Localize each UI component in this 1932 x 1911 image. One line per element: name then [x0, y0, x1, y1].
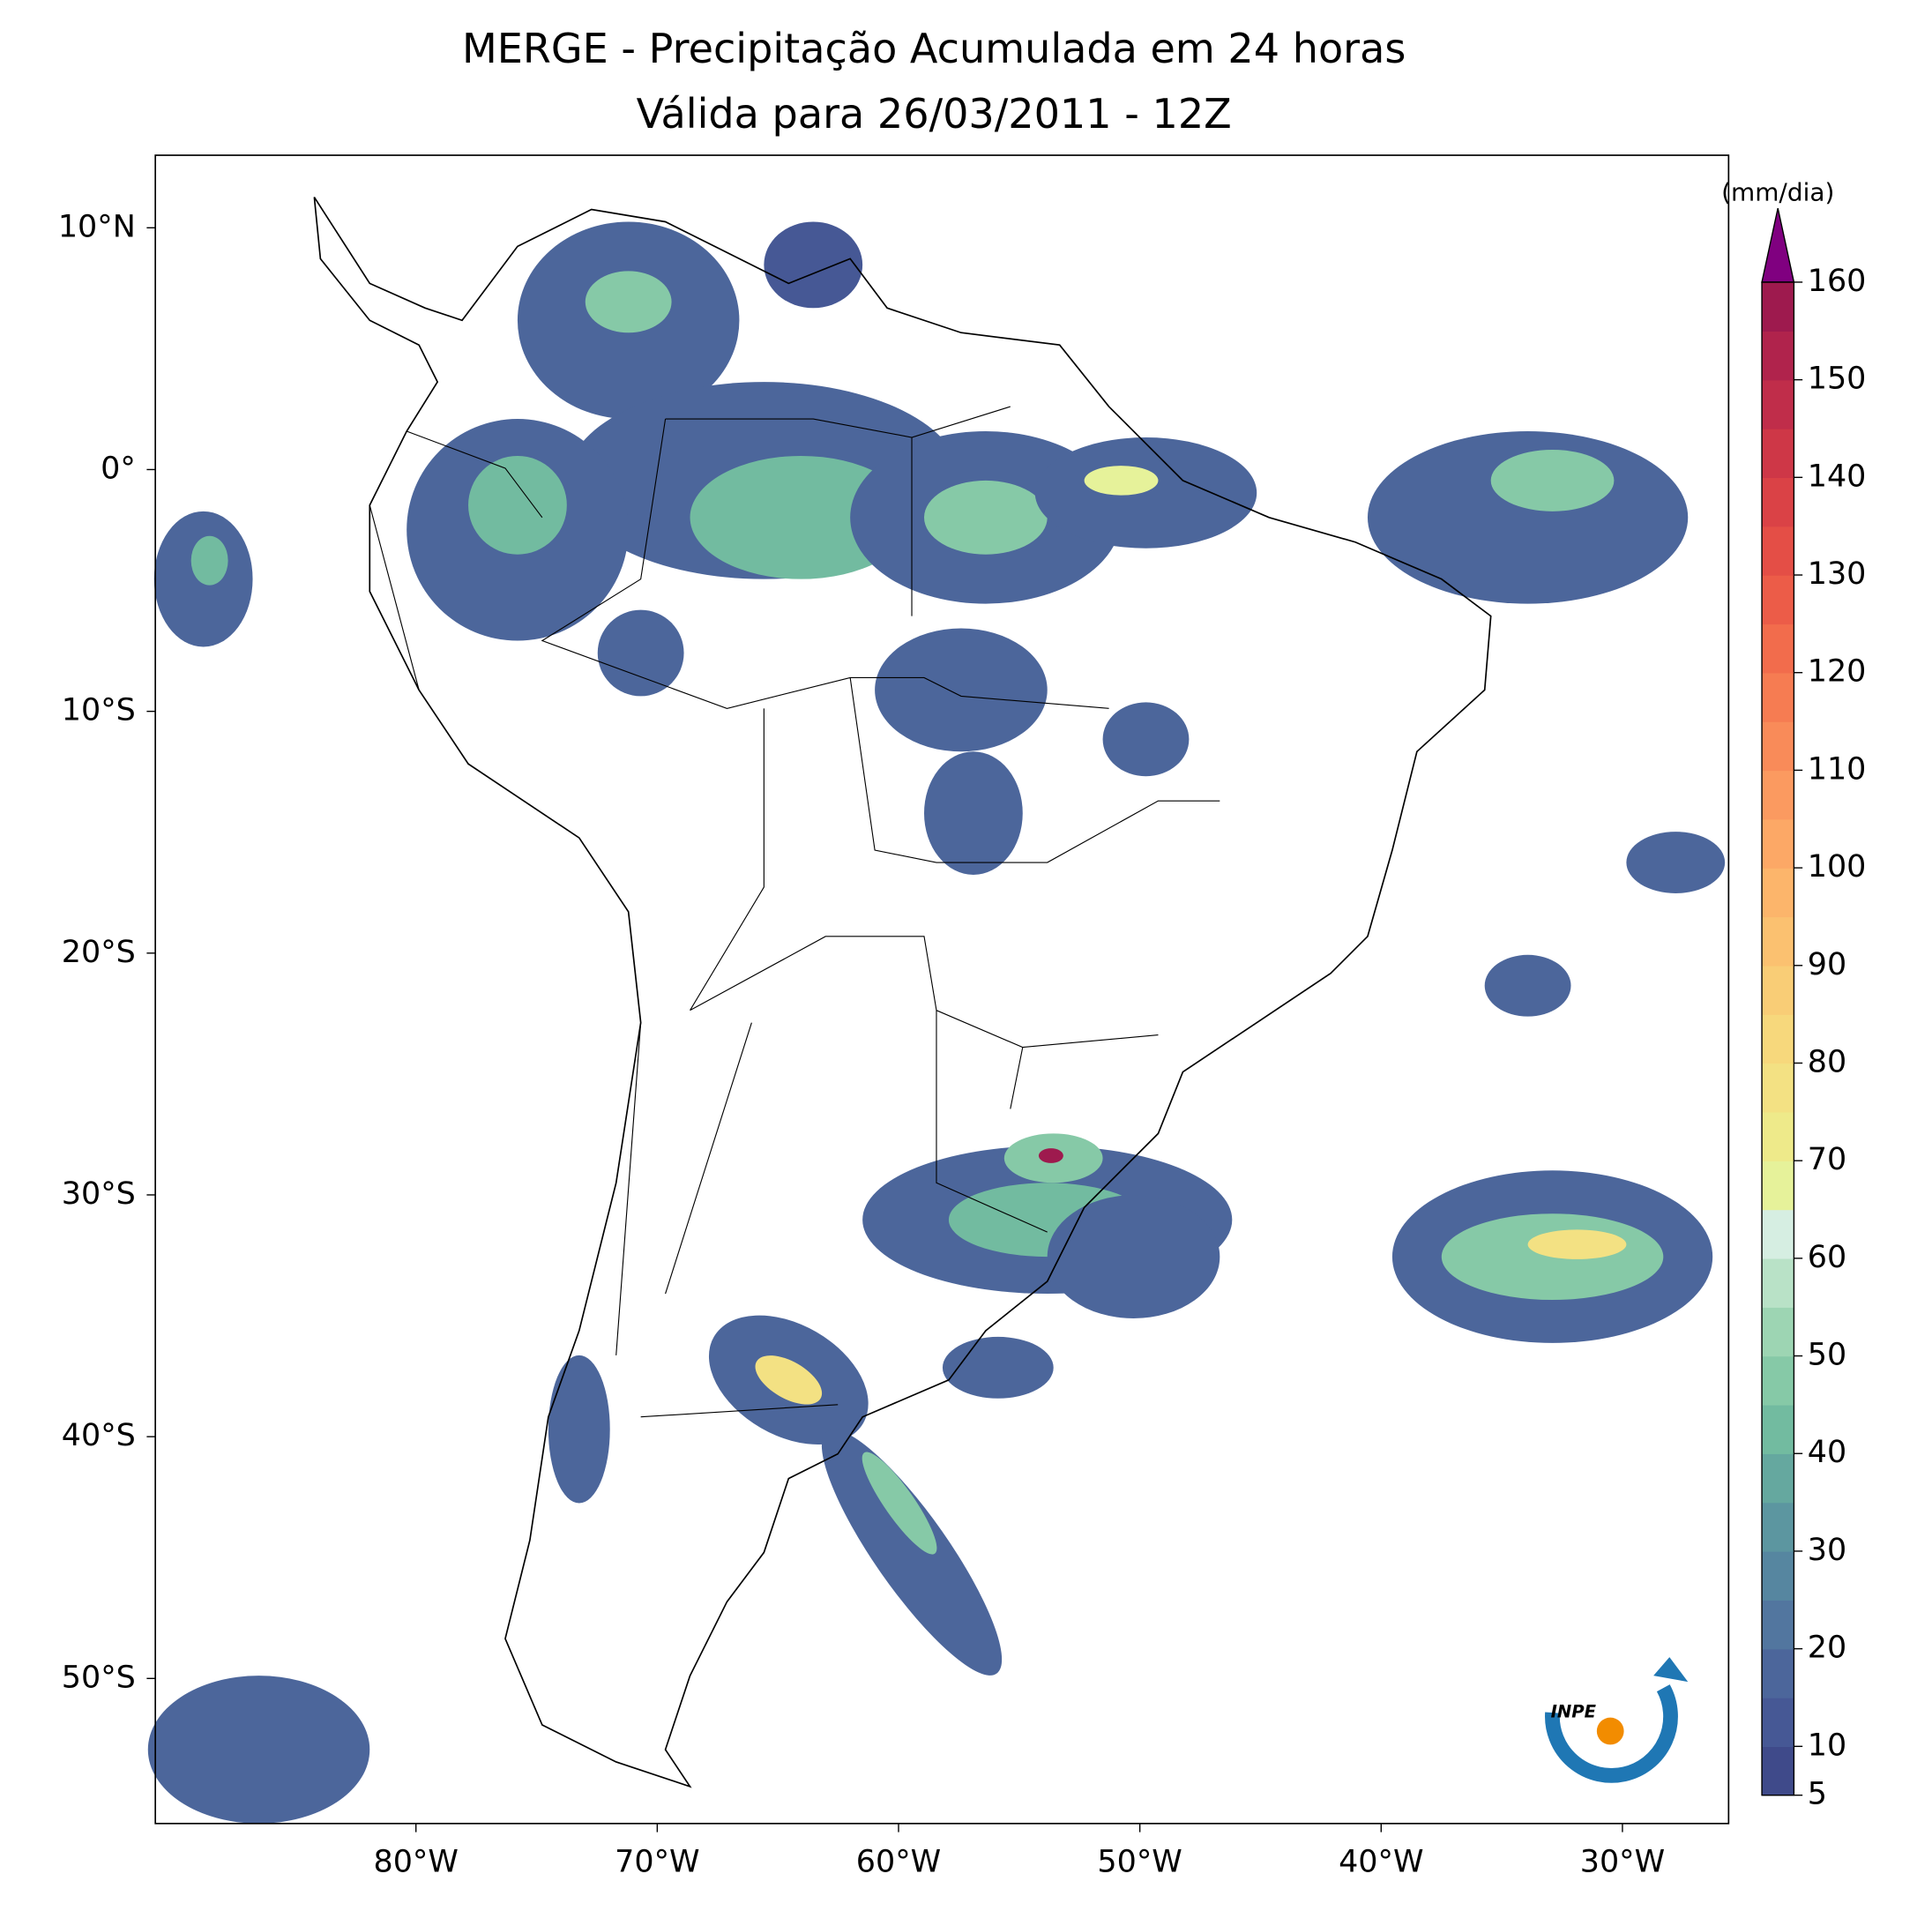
colorbar-tick-label: 80 — [1808, 1044, 1846, 1079]
y-tick-label: 40°S — [62, 1418, 136, 1453]
colorbar-band — [1762, 1648, 1794, 1698]
colorbar-band — [1762, 1161, 1794, 1211]
title-line: MERGE - Precipitação Acumulada em 24 hor… — [462, 25, 1406, 72]
colorbar-band — [1762, 721, 1794, 772]
colorbar-band — [1762, 1307, 1794, 1357]
inpe-logo: INPE — [1545, 1657, 1689, 1783]
colorbar-tick-label: 160 — [1808, 264, 1867, 299]
colorbar-band — [1762, 818, 1794, 869]
colorbar-tick-label: 150 — [1808, 362, 1867, 397]
colorbar-band — [1762, 477, 1794, 527]
colorbar-tick-label: 100 — [1808, 849, 1867, 885]
colorbar-band — [1762, 672, 1794, 722]
logo-arc — [1545, 1684, 1678, 1783]
y-tick-label: 30°S — [62, 1176, 136, 1212]
colorbar-band — [1762, 1600, 1794, 1650]
colorbar-band — [1762, 526, 1794, 576]
logo-dot — [1596, 1717, 1624, 1745]
colorbar-band — [1762, 1404, 1794, 1454]
y-tick-label: 50°S — [62, 1660, 136, 1695]
colorbar-band — [1762, 1063, 1794, 1113]
colorbar-tick-label: 20 — [1808, 1631, 1846, 1666]
colorbar-band — [1762, 575, 1794, 625]
colorbar-band — [1762, 1550, 1794, 1601]
colorbar-unit: (mm/dia) — [1721, 177, 1834, 206]
colorbar-band — [1762, 1209, 1794, 1259]
colorbar-tick-label: 70 — [1808, 1142, 1846, 1177]
title-line: Válida para 26/03/2011 - 12Z — [637, 90, 1232, 138]
map-frame — [154, 154, 1730, 1825]
colorbar-band — [1762, 1697, 1794, 1748]
colorbar-band — [1762, 965, 1794, 1015]
x-tick-label: 70°W — [615, 1845, 699, 1880]
colorbar-band — [1762, 281, 1794, 332]
colorbar-tick-label: 40 — [1808, 1435, 1846, 1470]
colorbar-frame — [1761, 281, 1795, 1796]
colorbar-tick-label: 130 — [1808, 556, 1867, 592]
x-tick-label: 50°W — [1097, 1845, 1182, 1880]
colorbar-band — [1762, 916, 1794, 967]
colorbar-tick-label: 50 — [1808, 1338, 1846, 1373]
colorbar-band — [1762, 868, 1794, 918]
colorbar-band — [1762, 623, 1794, 674]
y-tick-label: 10°N — [58, 209, 136, 244]
colorbar-band — [1762, 1258, 1794, 1308]
colorbar-band — [1762, 1453, 1794, 1504]
colorbar-tick-label: 110 — [1808, 751, 1867, 787]
colorbar-band — [1762, 428, 1794, 479]
colorbar-tick-label: 120 — [1808, 654, 1867, 690]
colorbar-band — [1762, 770, 1794, 820]
colorbar-tick-label: 90 — [1808, 947, 1846, 982]
colorbar-tick-label: 10 — [1808, 1728, 1846, 1763]
colorbar-band — [1762, 1014, 1794, 1064]
colorbar-band — [1762, 1111, 1794, 1161]
colorbar-band — [1762, 1746, 1794, 1796]
logo-text: INPE — [1551, 1702, 1597, 1722]
colorbar-tick-label: 30 — [1808, 1533, 1846, 1568]
logo-arrow — [1653, 1657, 1689, 1683]
colorbar-tick-label: 60 — [1808, 1240, 1846, 1275]
x-tick-label: 40°W — [1339, 1845, 1423, 1880]
y-tick-label: 10°S — [62, 693, 136, 728]
colorbar-band — [1762, 1502, 1794, 1552]
country-borders — [369, 406, 1220, 1418]
colorbar-band — [1762, 331, 1794, 381]
x-tick-label: 30°W — [1580, 1845, 1665, 1880]
colorbar-tick-label: 5 — [1808, 1777, 1827, 1812]
y-tick-label: 0° — [101, 451, 136, 486]
colorbar-band — [1762, 1355, 1794, 1406]
coastline — [313, 197, 1492, 1788]
y-tick-label: 20°S — [62, 935, 136, 970]
colorbar-band — [1762, 379, 1794, 429]
x-tick-label: 60°W — [856, 1845, 941, 1880]
precipitation-field — [147, 221, 1726, 1824]
x-tick-label: 80°W — [374, 1845, 459, 1880]
colorbar-tick-label: 140 — [1808, 459, 1867, 494]
colorbar-extension — [1761, 207, 1795, 283]
